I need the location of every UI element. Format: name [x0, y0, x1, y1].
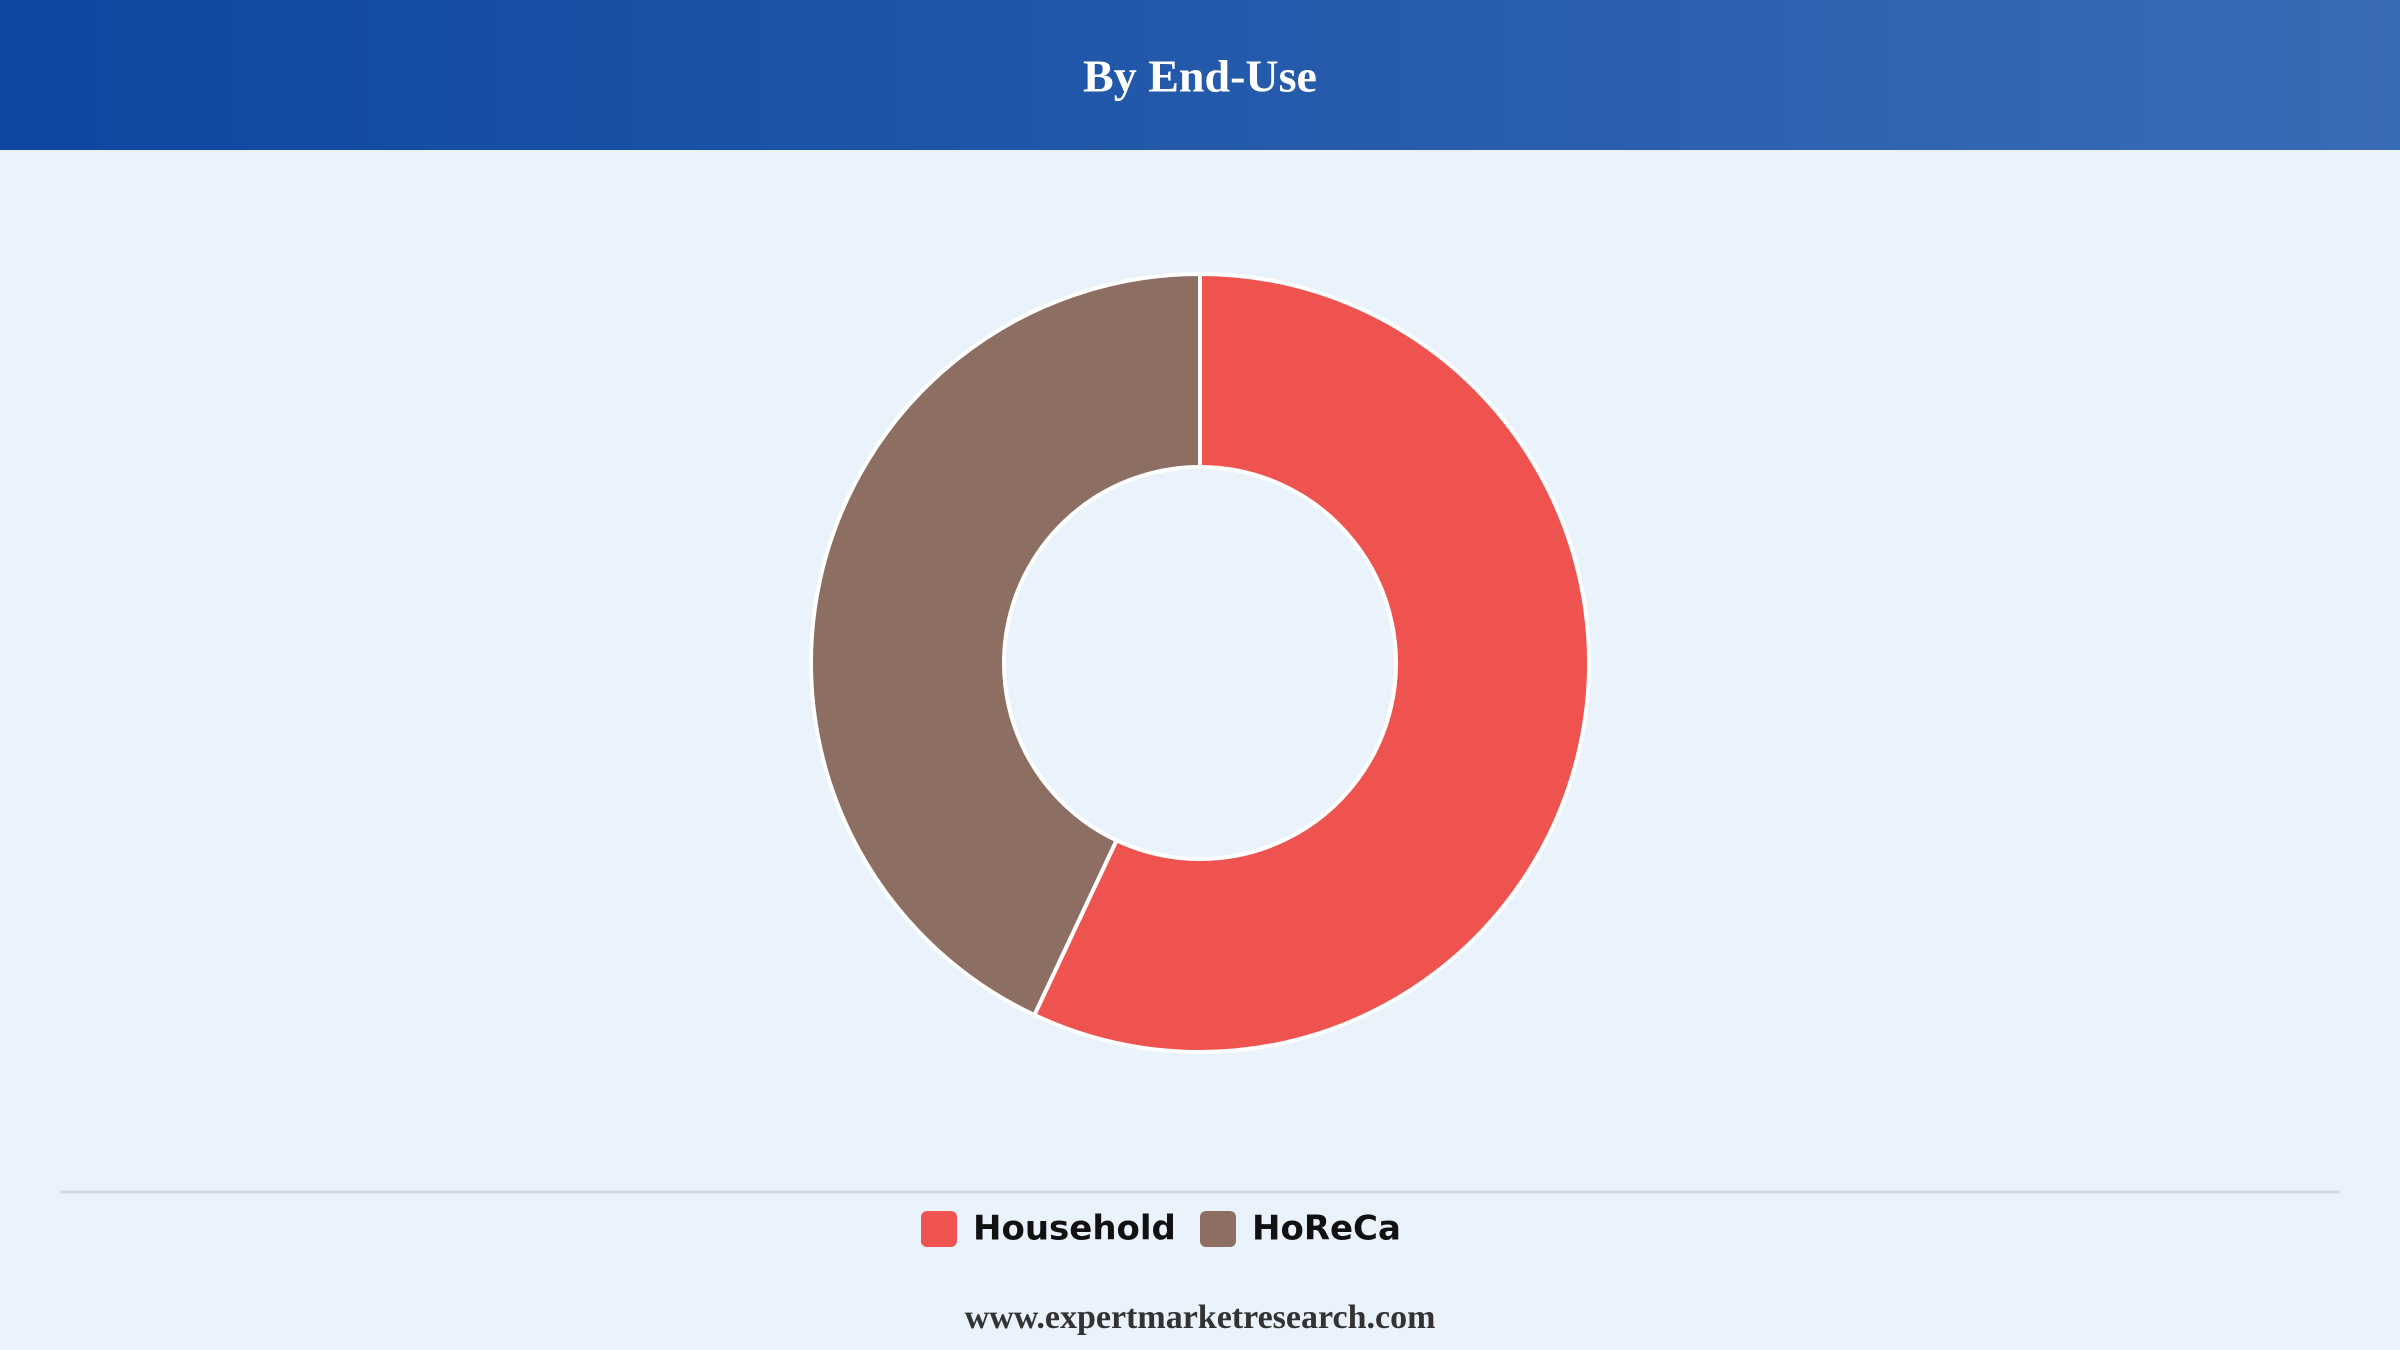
legend-label: HoReCa [1252, 1209, 1401, 1249]
footer-website: www.expertmarketresearch.com [965, 1299, 1436, 1336]
legend-swatch [1200, 1211, 1236, 1247]
chart-title: By End-Use [1083, 51, 1317, 102]
donut-slice [1031, 271, 1591, 1054]
legend-label: Household [973, 1209, 1176, 1249]
legend-swatch [921, 1211, 957, 1247]
header-bar [0, 0, 2400, 150]
donut-slice [809, 271, 1202, 1018]
